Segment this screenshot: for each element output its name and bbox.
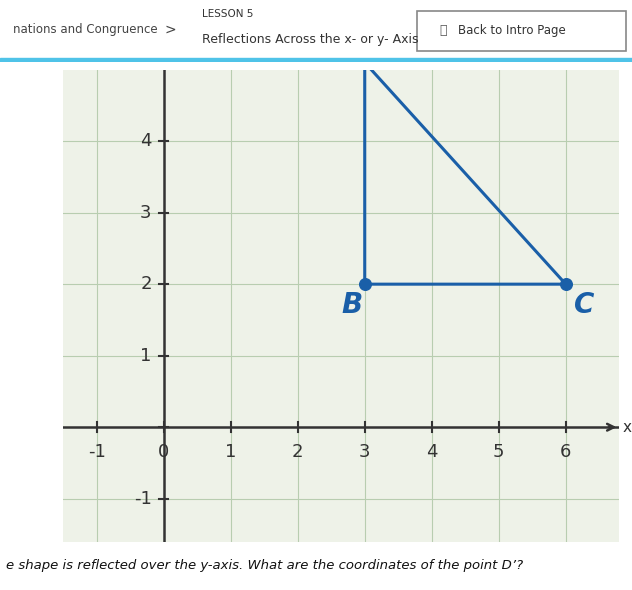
Bar (0, 58, 632, 62)
Text: 2: 2 (292, 443, 303, 461)
Text: 6: 6 (560, 443, 571, 461)
Text: 1: 1 (140, 347, 152, 365)
Text: >: > (165, 23, 176, 37)
Text: 4: 4 (140, 132, 152, 150)
Text: C: C (574, 291, 594, 319)
Text: -1: -1 (134, 490, 152, 508)
Text: 1: 1 (225, 443, 236, 461)
Text: 2: 2 (140, 275, 152, 293)
Text: LESSON 5: LESSON 5 (202, 9, 253, 19)
Text: 4: 4 (426, 443, 437, 461)
Text: nations and Congruence: nations and Congruence (13, 23, 157, 36)
Text: Reflections Across the x- or y- Axis: Reflections Across the x- or y- Axis (202, 33, 419, 46)
Text: 5: 5 (493, 443, 504, 461)
Text: Back to Intro Page: Back to Intro Page (458, 24, 566, 38)
Point (561, 280, 571, 289)
Text: x: x (623, 419, 632, 435)
Text: -1: -1 (88, 443, 106, 461)
Text: 3: 3 (140, 204, 152, 222)
Text: B: B (341, 291, 362, 319)
Text: 3: 3 (359, 443, 370, 461)
Text: ⎘: ⎘ (439, 24, 447, 38)
Point (360, 280, 370, 289)
Text: 0: 0 (158, 443, 169, 461)
FancyBboxPatch shape (417, 11, 626, 51)
Text: e shape is reflected over the y-axis. What are the coordinates of the point D’?: e shape is reflected over the y-axis. Wh… (6, 559, 523, 572)
